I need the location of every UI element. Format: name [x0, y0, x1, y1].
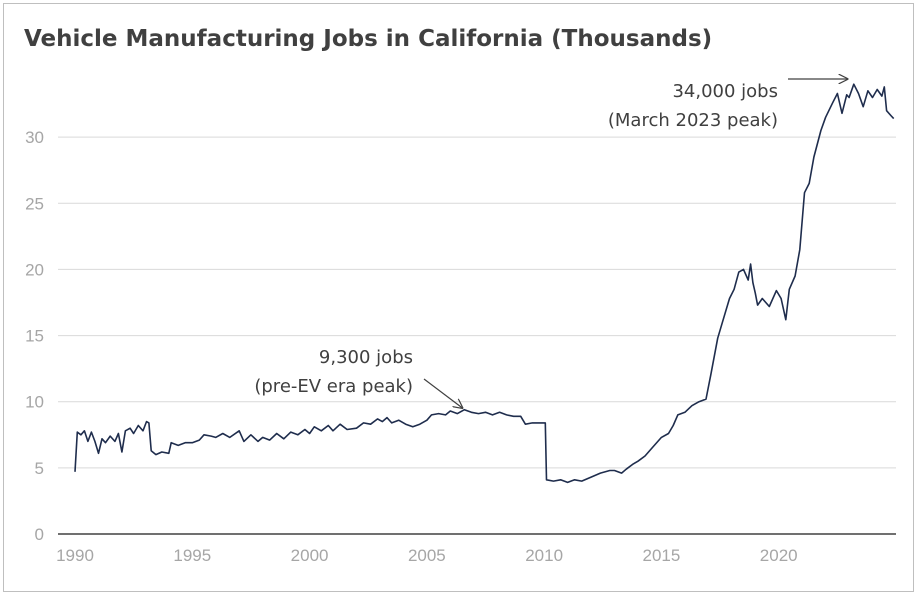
y-tick-label-20: 20	[25, 260, 44, 279]
y-tick-label-30: 30	[25, 128, 44, 147]
x-tick-label-2020: 2020	[760, 546, 798, 565]
x-tick-label-1990: 1990	[56, 546, 94, 565]
chart-frame	[3, 3, 914, 592]
x-tick-label-1995: 1995	[173, 546, 211, 565]
x-tick-label-2010: 2010	[525, 546, 563, 565]
series-line-0	[74, 83, 895, 484]
x-tick-label-2015: 2015	[643, 546, 681, 565]
chart-title: Vehicle Manufacturing Jobs in California…	[24, 26, 713, 52]
annotation-pre-ev-peak-line2: (pre-EV era peak)	[254, 376, 413, 397]
annotation-march-2023-peak-line2: (March 2023 peak)	[608, 110, 778, 131]
annotation-pre-ev-peak-line1: 9,300 jobs	[319, 347, 413, 368]
y-tick-label-15: 15	[25, 327, 44, 346]
y-tick-label-0: 0	[35, 525, 44, 544]
y-tick-label-10: 10	[25, 393, 44, 412]
y-tick-label-25: 25	[25, 194, 44, 213]
x-tick-label-2000: 2000	[291, 546, 329, 565]
annotation-march-2023-peak-line1: 34,000 jobs	[672, 81, 778, 102]
annotation-pre-ev-peak-arrow	[423, 378, 462, 408]
x-tick-label-2005: 2005	[408, 546, 446, 565]
y-tick-label-5: 5	[35, 459, 44, 478]
